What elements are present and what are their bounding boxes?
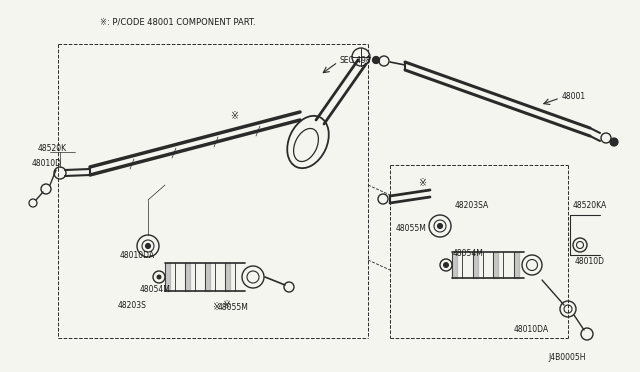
Text: 48203SA: 48203SA: [455, 201, 489, 209]
Circle shape: [610, 138, 618, 146]
Circle shape: [145, 244, 150, 248]
Text: 48010D: 48010D: [575, 257, 605, 266]
Text: ※: ※: [222, 300, 230, 310]
Text: ※: P/CODE 48001 COMPONENT PART.: ※: P/CODE 48001 COMPONENT PART.: [100, 17, 255, 26]
Circle shape: [157, 275, 161, 279]
Text: SEC.498: SEC.498: [340, 55, 372, 64]
Text: 48054M: 48054M: [140, 285, 171, 295]
Text: ※: ※: [212, 302, 220, 312]
Text: 48520KA: 48520KA: [573, 201, 607, 209]
Text: 48010DA: 48010DA: [514, 326, 549, 334]
Text: J4B0005H: J4B0005H: [548, 353, 586, 362]
Text: 48010DA: 48010DA: [120, 251, 155, 260]
Text: 48001: 48001: [562, 92, 586, 100]
Text: 48055M: 48055M: [218, 302, 249, 311]
Text: ※: ※: [230, 111, 238, 121]
Text: 48054M: 48054M: [453, 248, 484, 257]
Text: 48010D: 48010D: [32, 158, 62, 167]
Circle shape: [438, 224, 442, 228]
Circle shape: [372, 57, 380, 64]
Circle shape: [444, 263, 449, 267]
Text: 48520K: 48520K: [38, 144, 67, 153]
Text: 48203S: 48203S: [118, 301, 147, 311]
Text: 48055M: 48055M: [396, 224, 427, 232]
Text: ※: ※: [418, 178, 426, 188]
